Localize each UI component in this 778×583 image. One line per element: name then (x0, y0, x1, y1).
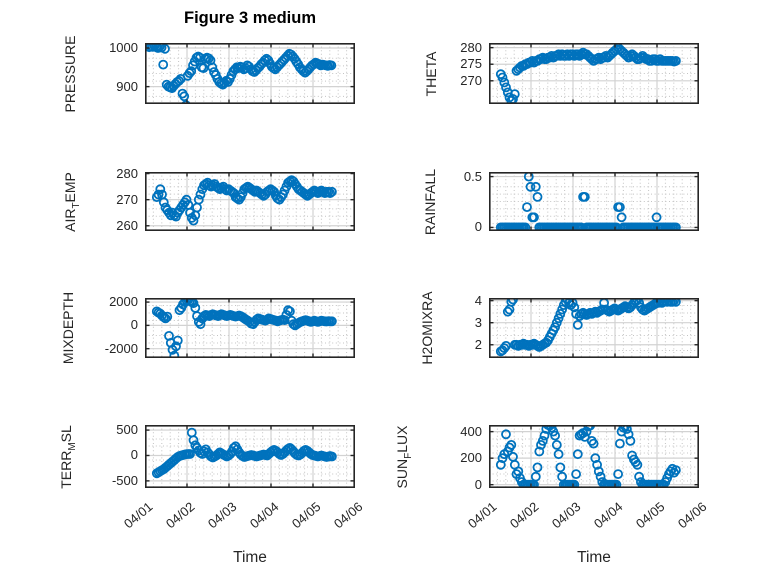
y-axis-label-air-temp: AIRTEMP (62, 171, 82, 232)
scatter-series (495, 172, 681, 231)
major-grid (489, 425, 699, 488)
y-tick-label: 3 (474, 314, 482, 330)
y-tick-label: 260 (116, 217, 138, 233)
axes-box (145, 172, 355, 231)
y-tick-label: 400 (460, 423, 482, 439)
minor-grid (145, 172, 355, 231)
y-tick-label: 200 (460, 450, 482, 466)
subplot-air-temp-plot (145, 172, 355, 231)
axes-box (489, 425, 699, 488)
subplot-h2omixra-plot (489, 298, 699, 358)
y-tick-label: -2000 (104, 340, 138, 356)
major-grid (145, 172, 355, 231)
y-tick-label: 280 (460, 39, 482, 55)
y-tick-label: -500 (111, 472, 138, 488)
scatter-series (495, 298, 681, 357)
y-tick-label: 0.5 (463, 168, 482, 184)
subplot-pressure-plot (145, 43, 355, 104)
y-tick-label: 0 (130, 317, 138, 333)
subplot-rainfall-plot (489, 172, 699, 231)
x-axis-label-left: Time (233, 549, 267, 566)
y-tick-label: 1000 (109, 40, 138, 56)
subplot-terr-msl-plot (145, 425, 355, 488)
axes-box (145, 298, 355, 358)
y-axis-label-rainfall: RAINFALL (422, 168, 438, 235)
y-axis-label-terr-msl: TERRMSL (58, 424, 78, 489)
y-axis-label-h2omixra: H2OMIXRA (419, 291, 435, 365)
scatter-series (151, 298, 337, 358)
y-tick-label: 270 (116, 191, 138, 207)
y-axis-label-theta: THETA (423, 51, 439, 96)
axes-box (145, 425, 355, 488)
y-tick-label: 270 (460, 72, 482, 88)
y-tick-label: 0 (474, 476, 482, 492)
figure-title: Figure 3 medium (183, 9, 317, 27)
axes-box (145, 43, 355, 104)
y-tick-label: 280 (116, 165, 138, 181)
y-axis-label-pressure: PRESSURE (62, 34, 78, 113)
axes-box (489, 43, 699, 104)
minor-grid (489, 172, 699, 231)
scatter-series (145, 43, 337, 104)
scatter-series (495, 425, 681, 488)
scatter-series (495, 43, 681, 104)
subplot-sun-flux-plot (489, 425, 699, 488)
subplot-mixdepth-plot (145, 298, 355, 358)
y-axis-label-mixdepth: MIXDEPTH (60, 291, 76, 365)
y-tick-label: 0 (130, 447, 138, 463)
y-tick-label: 0 (474, 219, 482, 235)
y-tick-label: 900 (116, 78, 138, 94)
axes-box (489, 172, 699, 231)
y-tick-label: 4 (474, 292, 482, 308)
y-tick-label: 275 (460, 56, 482, 72)
y-tick-label: 2000 (109, 294, 138, 310)
y-tick-label: 500 (116, 422, 138, 438)
axes-box (489, 298, 699, 358)
y-axis-label-sun-flux: SUNFLUX (394, 425, 414, 488)
subplot-theta-plot (489, 43, 699, 104)
y-tick-label: 2 (474, 336, 482, 352)
scatter-series (151, 427, 337, 479)
x-axis-label-right: Time (577, 549, 611, 566)
scatter-series (151, 175, 337, 226)
